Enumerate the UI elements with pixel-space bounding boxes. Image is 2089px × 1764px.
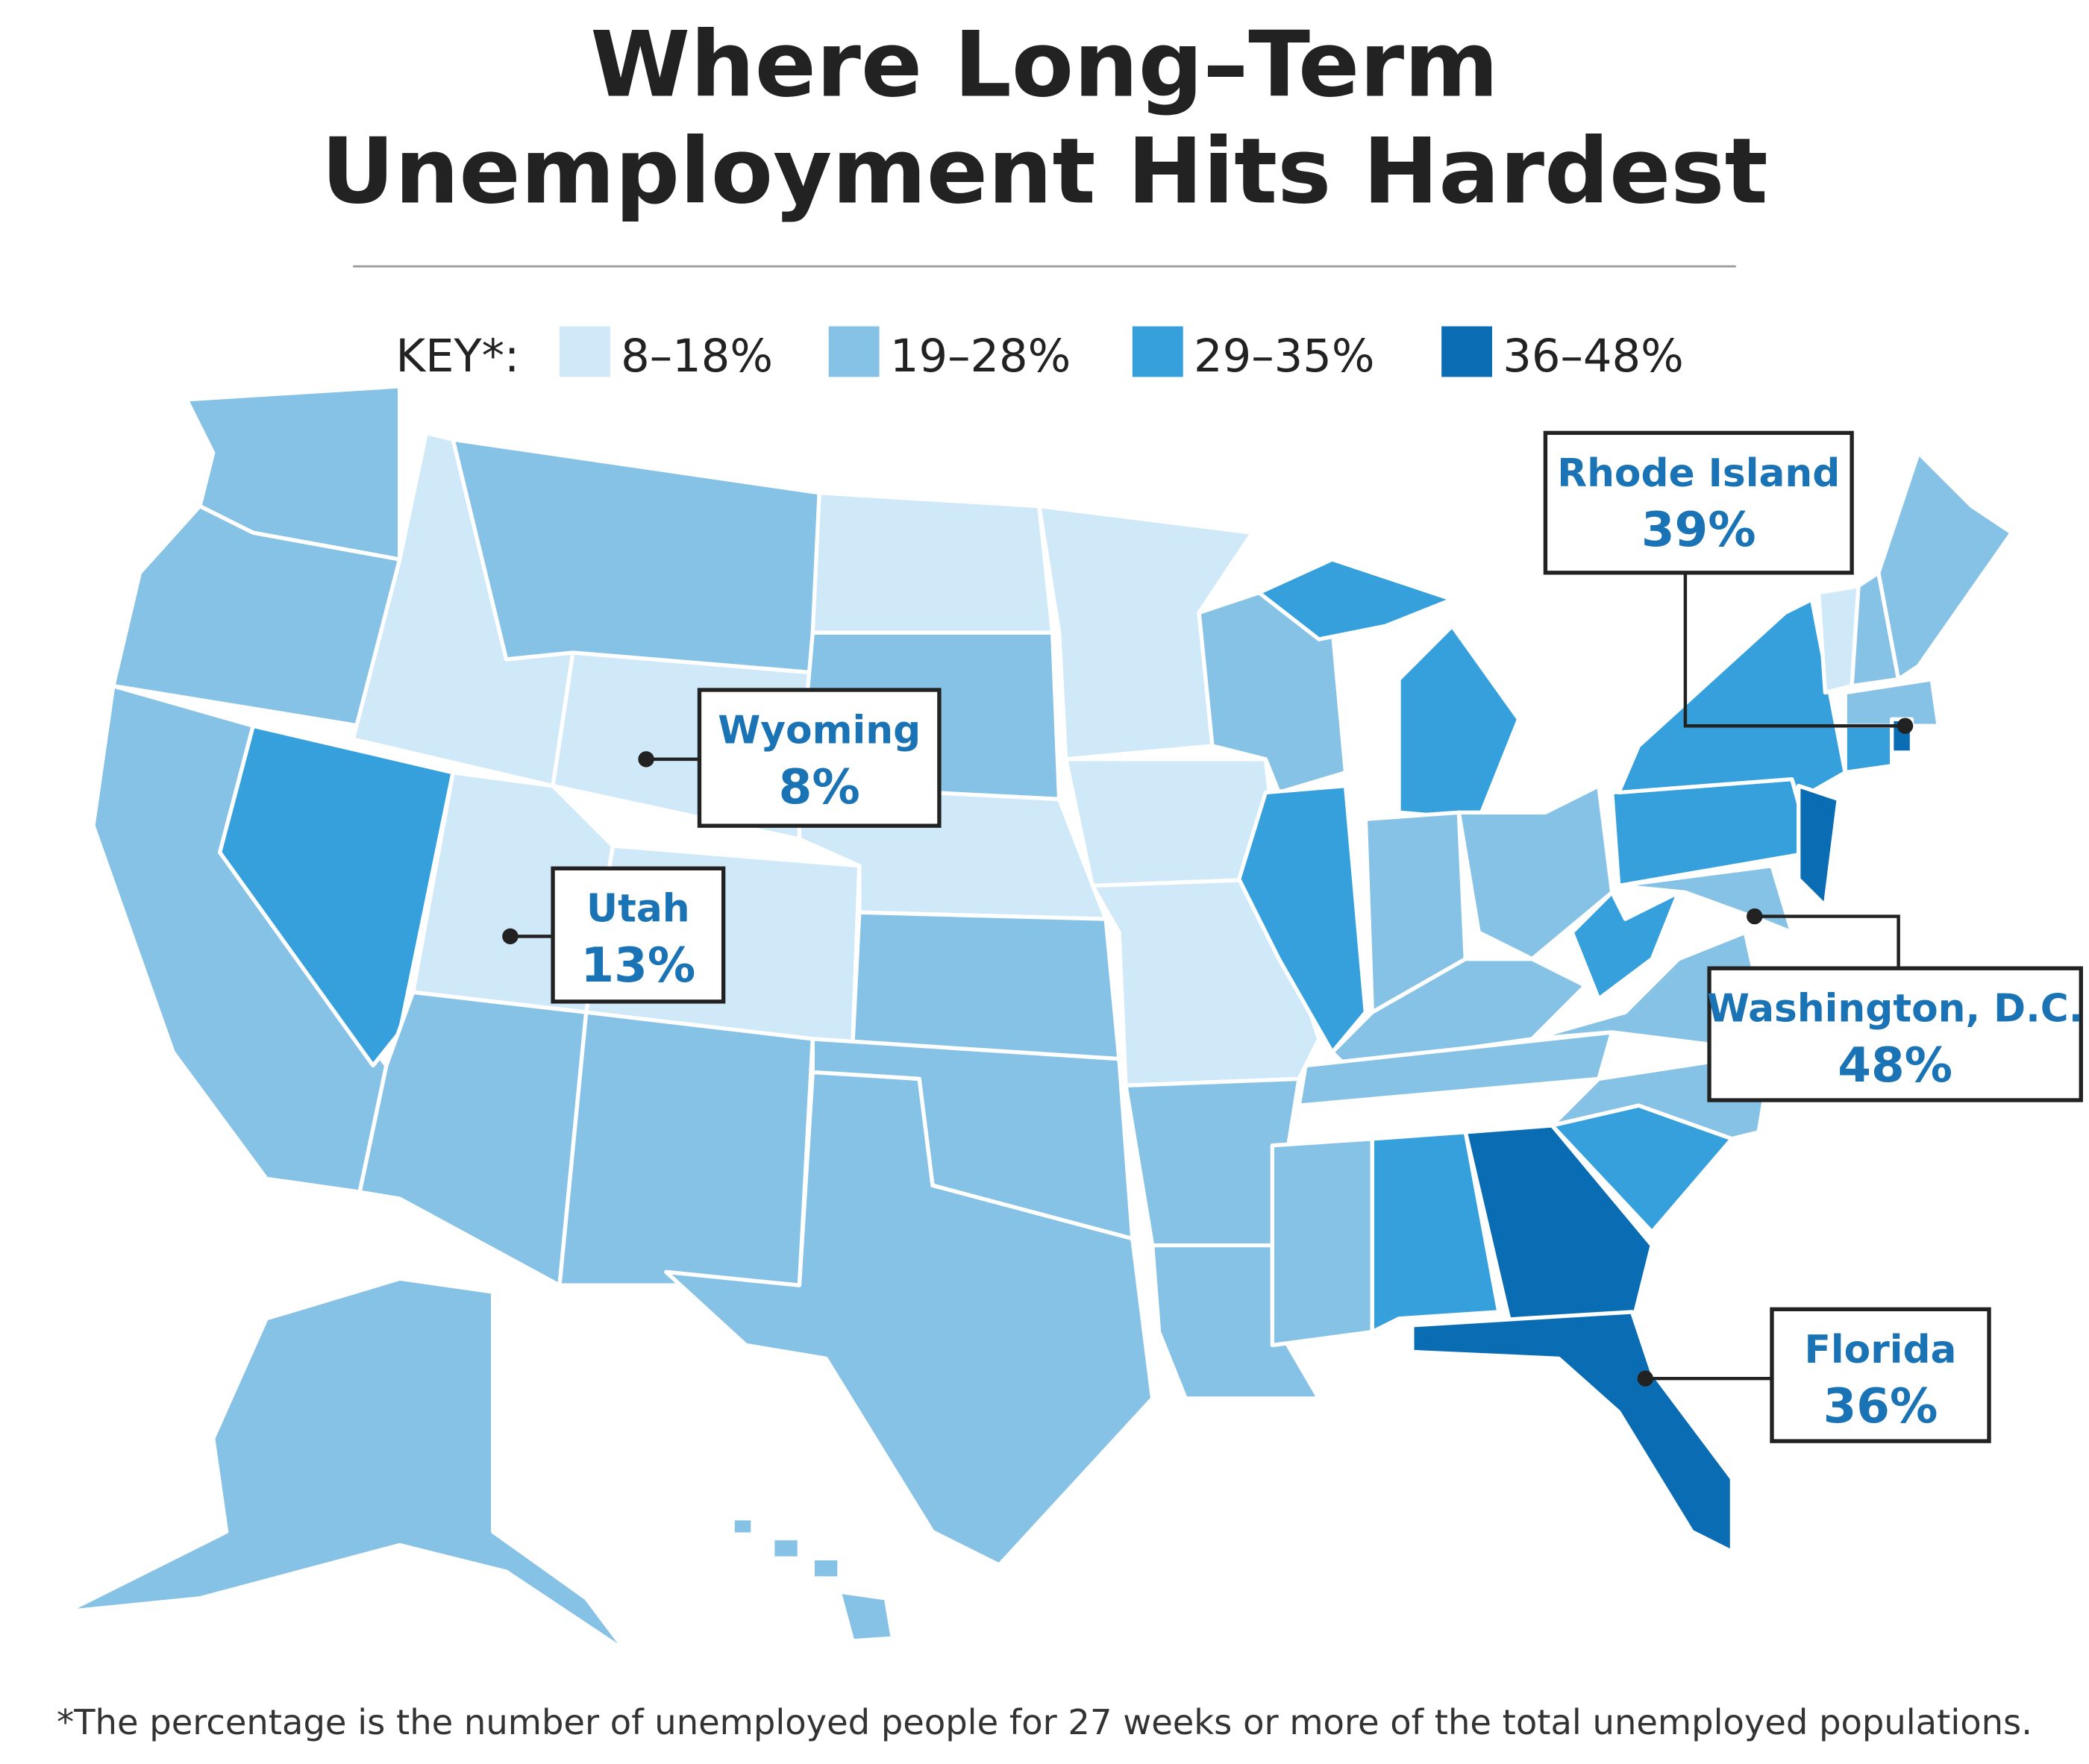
legend-swatch	[1132, 326, 1183, 377]
callout-box	[1543, 430, 1854, 575]
state	[837, 1589, 895, 1643]
state	[64, 1276, 628, 1654]
callout-name: Wyoming	[718, 708, 921, 753]
state	[1876, 451, 2014, 682]
callout-value: 8%	[779, 759, 860, 815]
callouts: Rhode Island 39% Wyoming 8% Utah 13% Washingto…	[502, 430, 2084, 1443]
legend-label: 36–48%	[1503, 330, 1684, 383]
state	[771, 1536, 802, 1560]
leader-line	[1754, 914, 1900, 969]
callout-value: 36%	[1823, 1378, 1938, 1434]
callout-name: Utah	[586, 887, 690, 932]
leader-dot	[638, 751, 654, 768]
state	[810, 1556, 842, 1581]
callout-box	[551, 866, 726, 1004]
footnote: *The percentage is the number of unemplo…	[57, 1702, 2032, 1742]
callout-name: Washington, D.C.	[1707, 987, 2084, 1032]
legend-label: 29–35%	[1194, 330, 1375, 383]
callout-value: 48%	[1838, 1038, 1952, 1093]
state	[1610, 776, 1814, 888]
legend-swatch	[1441, 326, 1492, 377]
legend-swatch	[828, 326, 880, 377]
leader-dot	[502, 928, 519, 945]
leader-dot	[1897, 718, 1914, 734]
legend-label: 19–28%	[890, 330, 1071, 383]
state	[1270, 1137, 1374, 1348]
state	[1410, 1310, 1735, 1554]
state	[1843, 724, 1894, 775]
state	[1843, 677, 1941, 728]
callout-box	[1770, 1307, 1991, 1443]
state	[217, 724, 455, 1068]
state	[1397, 624, 1521, 821]
state	[664, 1070, 1155, 1567]
key-label: KEY*:	[395, 330, 519, 383]
state	[1616, 597, 1847, 802]
callout-box	[697, 688, 942, 828]
state	[557, 1010, 815, 1287]
state	[1370, 1130, 1501, 1334]
leader-dot	[1747, 908, 1763, 925]
state	[1256, 557, 1455, 641]
callout-name: Florida	[1805, 1328, 1957, 1372]
content: Where Long–Term Unemployment Hits Hardes…	[57, 12, 2083, 1742]
state	[1797, 783, 1841, 908]
callout-name: Rhode Island	[1557, 451, 1840, 496]
state	[451, 437, 821, 675]
state	[851, 910, 1121, 1061]
title-line: Where Long–Term	[590, 12, 1498, 118]
title-line: Unemployment Hits Hardest	[321, 118, 1767, 224]
leader-dot	[1637, 1370, 1654, 1387]
state	[1616, 864, 1794, 935]
state	[730, 1516, 755, 1537]
callout-value: 39%	[1641, 502, 1756, 558]
legend: 8–18% 19–28% 29–35% 36–48%	[559, 326, 1684, 383]
leader-line	[1683, 572, 1905, 728]
state	[1463, 1123, 1654, 1334]
legend-swatch	[559, 326, 610, 377]
state	[810, 491, 1055, 635]
callout-box	[1707, 966, 2083, 1102]
legend-label: 8–18%	[621, 330, 773, 383]
callout-value: 13%	[580, 938, 695, 994]
